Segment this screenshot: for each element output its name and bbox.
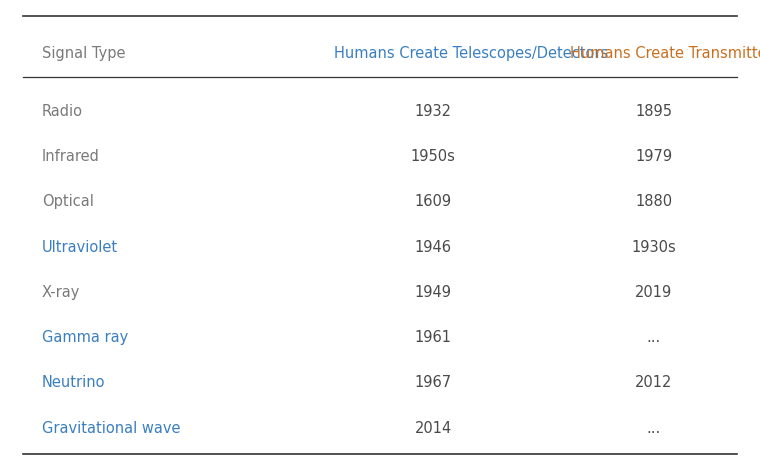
Text: 1949: 1949 xyxy=(415,285,451,300)
Text: 1961: 1961 xyxy=(415,330,451,345)
Text: 1930s: 1930s xyxy=(632,240,676,255)
Text: 2014: 2014 xyxy=(414,421,452,436)
Text: Ultraviolet: Ultraviolet xyxy=(42,240,118,255)
Text: 1895: 1895 xyxy=(635,104,672,119)
Text: 1609: 1609 xyxy=(415,194,451,209)
Text: 1880: 1880 xyxy=(635,194,672,209)
Text: 2012: 2012 xyxy=(635,375,673,390)
Text: X-ray: X-ray xyxy=(42,285,80,300)
Text: 1946: 1946 xyxy=(415,240,451,255)
Text: Gravitational wave: Gravitational wave xyxy=(42,421,180,436)
Text: Neutrino: Neutrino xyxy=(42,375,106,390)
Text: ...: ... xyxy=(647,330,660,345)
Text: Humans Create Telescopes/Detectors: Humans Create Telescopes/Detectors xyxy=(334,46,609,61)
Text: 1932: 1932 xyxy=(415,104,451,119)
Text: Humans Create Transmitters: Humans Create Transmitters xyxy=(570,46,760,61)
Text: ...: ... xyxy=(647,421,660,436)
Text: Gamma ray: Gamma ray xyxy=(42,330,128,345)
Text: 1979: 1979 xyxy=(635,149,672,164)
Text: 1967: 1967 xyxy=(415,375,451,390)
Text: Signal Type: Signal Type xyxy=(42,46,125,61)
Text: Infrared: Infrared xyxy=(42,149,100,164)
Text: Optical: Optical xyxy=(42,194,93,209)
Text: Radio: Radio xyxy=(42,104,83,119)
Text: 2019: 2019 xyxy=(635,285,673,300)
Text: 1950s: 1950s xyxy=(410,149,456,164)
